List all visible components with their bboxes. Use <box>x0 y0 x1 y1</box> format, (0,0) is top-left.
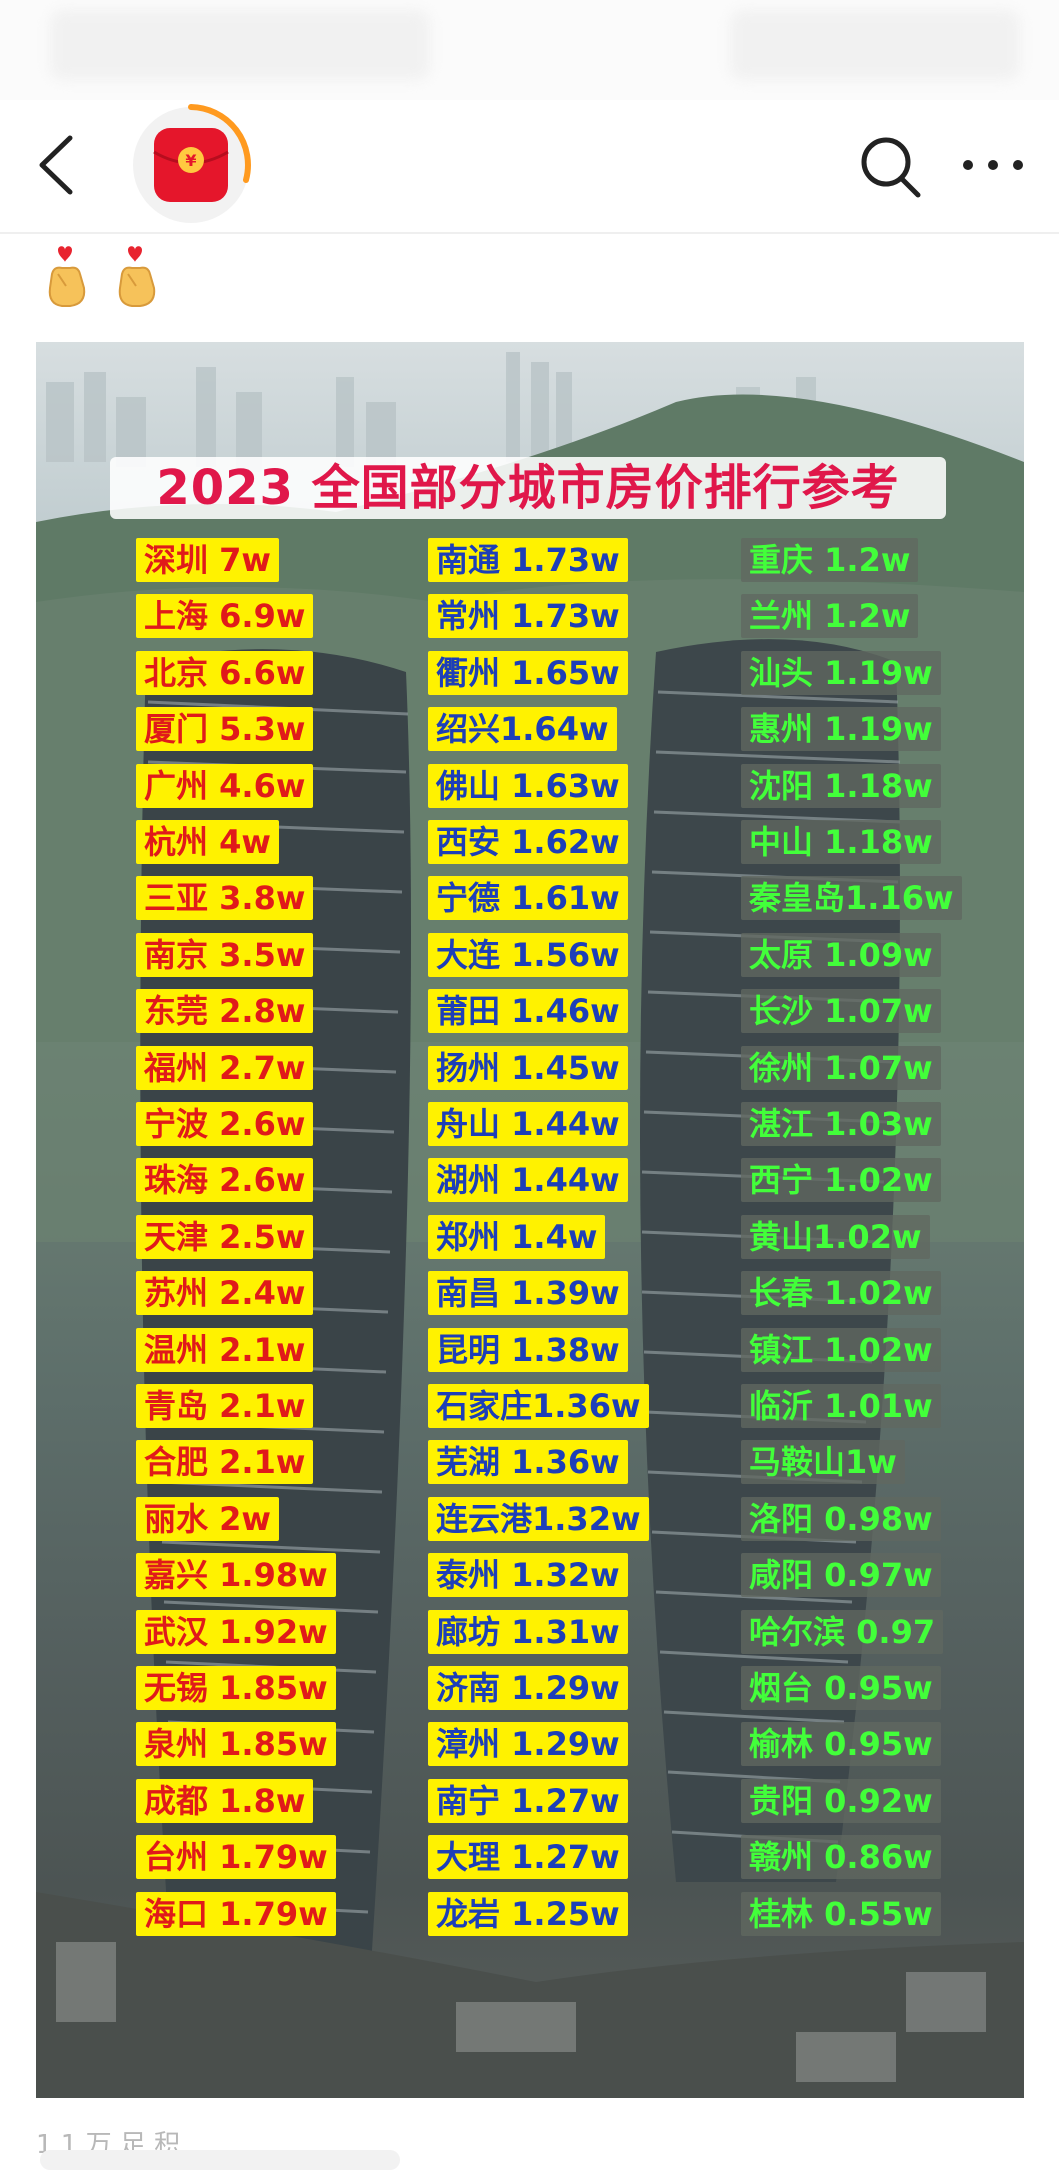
city-price-tag: 泉州 1.85w <box>136 1722 336 1767</box>
city-price-tag: 合肥 2.1w <box>136 1440 314 1485</box>
city-price-tag: 无锡 1.85w <box>136 1666 336 1710</box>
city-price-tag: 南通 1.73w <box>428 538 628 582</box>
city-price-tag: 深圳 7w <box>136 538 279 582</box>
city-price-tag: 南昌 1.39w <box>428 1271 628 1316</box>
chevron-left-icon <box>39 135 73 195</box>
city-price-tag: 上海 6.9w <box>136 594 314 639</box>
city-price-tag: 大理 1.27w <box>428 1835 628 1880</box>
search-button[interactable] <box>858 130 924 200</box>
image-title: 2023 全国部分城市房价排行参考 <box>110 457 946 519</box>
city-price-tag: 湖州 1.44w <box>428 1158 628 1203</box>
city-price-tag: 西宁 1.02w <box>741 1158 941 1203</box>
back-button[interactable] <box>30 130 90 200</box>
city-price-tag: 丽水 2w <box>136 1496 279 1541</box>
city-price-tag: 镇江 1.02w <box>741 1327 941 1372</box>
city-price-tag: 昆明 1.38w <box>428 1327 628 1372</box>
city-price-tag: 芜湖 1.36w <box>428 1440 628 1485</box>
city-price-tag: 宁德 1.61w <box>428 876 628 921</box>
city-price-tag: 扬州 1.45w <box>428 1045 628 1090</box>
city-price-tag: 漳州 1.29w <box>428 1722 628 1767</box>
city-price-tag: 青岛 2.1w <box>136 1384 314 1428</box>
city-price-tag: 兰州 1.2w <box>741 594 919 639</box>
city-price-tag: 莆田 1.46w <box>428 989 628 1034</box>
city-price-tag: 黄山1.02w <box>741 1214 930 1259</box>
city-price-tag: 天津 2.5w <box>136 1214 314 1259</box>
city-price-tag: 湛江 1.03w <box>741 1102 941 1146</box>
city-price-tag: 长沙 1.07w <box>741 989 941 1034</box>
city-price-tag: 长春 1.02w <box>741 1271 941 1316</box>
city-price-tag: 绍兴1.64w <box>428 707 617 752</box>
more-button[interactable] <box>958 130 1028 200</box>
status-bar-right <box>730 10 1020 80</box>
avatar[interactable]: ¥ <box>130 104 252 226</box>
city-price-tag: 秦皇岛1.16w <box>741 876 962 921</box>
city-price-tag: 赣州 0.86w <box>741 1835 941 1880</box>
city-price-tag: 南宁 1.27w <box>428 1778 628 1823</box>
city-price-tag: 马鞍山1w <box>741 1440 905 1485</box>
city-price-tag: 衢州 1.65w <box>428 650 628 695</box>
heart-hands-icon <box>48 246 86 307</box>
city-price-tag: 贵阳 0.92w <box>741 1778 941 1823</box>
city-price-tag: 海口 1.79w <box>136 1891 336 1936</box>
svg-text:¥: ¥ <box>185 151 196 170</box>
top-nav-bar: ¥ <box>0 100 1059 234</box>
city-price-tag: 石家庄1.36w <box>428 1384 649 1428</box>
heart-hands-icon <box>118 246 156 307</box>
city-price-tag: 温州 2.1w <box>136 1327 314 1372</box>
city-price-tag: 廊坊 1.31w <box>428 1609 628 1654</box>
city-price-tag: 洛阳 0.98w <box>741 1496 941 1541</box>
city-price-tag: 泰州 1.32w <box>428 1553 628 1598</box>
city-price-tag: 烟台 0.95w <box>741 1666 941 1710</box>
city-price-tag: 惠州 1.19w <box>741 707 941 752</box>
city-price-tag: 杭州 4w <box>136 820 279 864</box>
status-bar <box>0 0 1059 100</box>
city-price-tag: 苏州 2.4w <box>136 1271 314 1316</box>
more-icon <box>963 160 1023 170</box>
city-price-tag: 三亚 3.8w <box>136 876 314 921</box>
city-price-tag: 龙岩 1.25w <box>428 1891 628 1936</box>
city-price-tag: 榆林 0.95w <box>741 1722 941 1767</box>
city-price-tag: 宁波 2.6w <box>136 1102 314 1146</box>
city-price-tag: 成都 1.8w <box>136 1778 314 1823</box>
city-price-tag: 珠海 2.6w <box>136 1158 314 1203</box>
city-price-tag: 台州 1.79w <box>136 1835 336 1880</box>
city-price-tag: 临沂 1.01w <box>741 1384 941 1428</box>
city-price-tag: 汕头 1.19w <box>741 650 941 695</box>
city-price-tag: 福州 2.7w <box>136 1045 314 1090</box>
city-price-tag: 武汉 1.92w <box>136 1609 336 1654</box>
city-price-tag: 太原 1.09w <box>741 932 941 977</box>
city-price-tag: 南京 3.5w <box>136 932 314 977</box>
city-price-tag: 嘉兴 1.98w <box>136 1553 336 1598</box>
city-price-tag: 桂林 0.55w <box>741 1891 941 1936</box>
city-price-tag: 徐州 1.07w <box>741 1045 941 1090</box>
post-image[interactable]: 2023 全国部分城市房价排行参考 深圳 7w 上海 6.9w 北京 6.6w 厦门 … <box>36 342 1024 2098</box>
city-price-tag: 大连 1.56w <box>428 932 628 977</box>
post-emoji-row <box>44 244 160 316</box>
comment-input-placeholder[interactable] <box>40 2150 400 2170</box>
city-price-tag: 咸阳 0.97w <box>741 1553 941 1598</box>
red-envelope-icon: ¥ <box>133 104 251 223</box>
city-price-tag: 西安 1.62w <box>428 820 628 864</box>
city-price-tag: 东莞 2.8w <box>136 989 314 1034</box>
city-price-tag: 北京 6.6w <box>136 650 314 695</box>
city-price-tag: 佛山 1.63w <box>428 763 628 808</box>
city-price-tag: 常州 1.73w <box>428 594 628 639</box>
city-price-tag: 连云港1.32w <box>428 1496 649 1541</box>
city-price-tag: 沈阳 1.18w <box>741 763 941 808</box>
city-price-tag: 厦门 5.3w <box>136 707 314 752</box>
city-price-tag: 济南 1.29w <box>428 1666 628 1710</box>
city-price-tag: 哈尔滨 0.97 <box>741 1609 944 1654</box>
city-price-tag: 舟山 1.44w <box>428 1102 628 1146</box>
search-icon <box>861 137 921 198</box>
city-price-tag: 重庆 1.2w <box>741 538 919 582</box>
city-price-tag: 广州 4.6w <box>136 763 314 808</box>
city-price-tag: 郑州 1.4w <box>428 1214 606 1259</box>
status-bar-left <box>50 10 430 80</box>
city-price-tag: 中山 1.18w <box>741 820 941 864</box>
